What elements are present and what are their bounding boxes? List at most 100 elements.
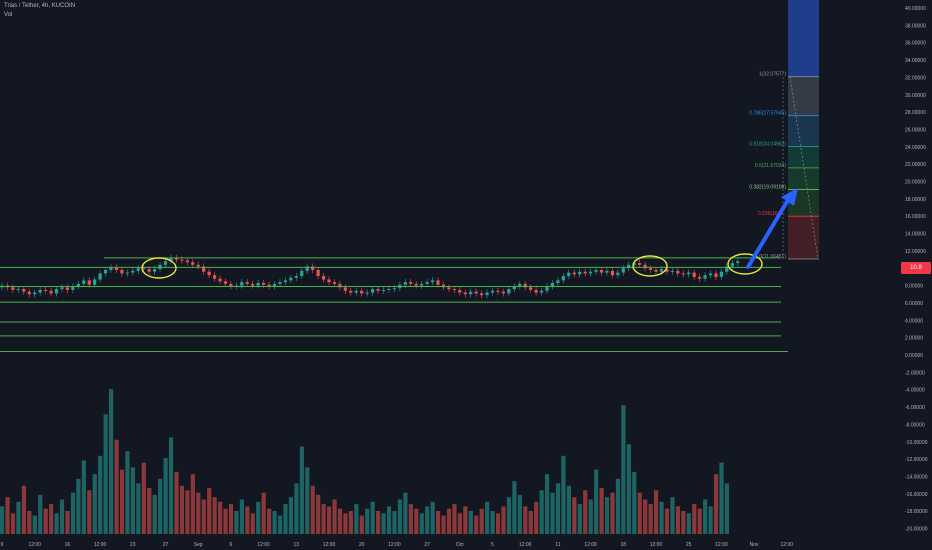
candle: [338, 283, 342, 288]
volume-bar: [550, 492, 555, 534]
candle: [49, 290, 53, 294]
volume-bar: [283, 504, 288, 534]
candle: [22, 289, 26, 292]
candle: [567, 272, 571, 277]
candle: [71, 286, 75, 290]
volume-bar: [397, 499, 403, 534]
candle: [670, 270, 674, 272]
volume-bar: [474, 515, 479, 534]
volume-bar: [16, 501, 21, 534]
x-axis-tick-label: 20: [359, 542, 365, 548]
volume-bar: [332, 499, 337, 534]
candle: [305, 266, 309, 271]
x-axis-tick-label: 6: [230, 542, 233, 548]
volume-bar: [59, 499, 65, 534]
candle: [98, 273, 102, 280]
candle: [142, 268, 146, 270]
volume-bar: [38, 494, 43, 534]
x-axis-tick-label: 16: [65, 542, 71, 548]
volume-bar: [185, 490, 190, 534]
candle: [136, 268, 140, 271]
volume-bar: [272, 511, 277, 534]
candle: [54, 289, 59, 294]
candle: [610, 270, 614, 276]
candle: [283, 280, 287, 283]
volume-bar: [604, 497, 610, 534]
volume-bar: [675, 506, 680, 534]
volume-bar: [21, 485, 26, 534]
x-axis-tick-label: 12:00: [650, 542, 663, 548]
candle: [507, 289, 511, 294]
volume-bar: [130, 467, 135, 534]
candle: [256, 282, 260, 286]
fib-zone: [788, 167, 819, 190]
candle: [349, 290, 353, 293]
x-axis-tick-label: 27: [163, 542, 169, 548]
volume-bar: [359, 515, 364, 534]
candle: [627, 264, 631, 269]
volume-bar: [703, 499, 708, 534]
volume-bar: [566, 485, 571, 534]
volume-bar: [256, 501, 261, 534]
volume-bar: [632, 471, 637, 534]
fib-level-label: 0(11.06451): [759, 254, 786, 260]
volume-bar: [223, 508, 228, 534]
candle: [44, 289, 48, 291]
volume-bar: [370, 501, 375, 534]
volume-bar: [626, 444, 631, 534]
volume-bar: [310, 485, 315, 534]
volume-bar: [610, 492, 615, 534]
volume-bar: [441, 515, 446, 534]
candle: [469, 291, 473, 295]
volume-bar: [267, 508, 272, 534]
fib-level-label: 0.382(19.09106): [749, 184, 786, 190]
y-axis-tick-label: 34.00000: [905, 58, 926, 64]
candle: [180, 259, 184, 261]
volume-bar: [87, 490, 92, 534]
candle: [725, 266, 729, 272]
volume-bar: [10, 513, 16, 534]
volume-bar: [490, 511, 495, 534]
projection-arrow-head: [781, 188, 798, 206]
y-axis-tick-label: -6.00000: [905, 405, 925, 411]
volume-bar: [321, 504, 326, 534]
volume-bar: [637, 492, 642, 534]
volume-bar: [152, 494, 157, 534]
candle: [480, 293, 484, 296]
candle: [556, 280, 560, 283]
volume-bar: [201, 499, 206, 534]
y-axis-tick-label: -4.00000: [905, 388, 925, 394]
candle: [632, 263, 636, 265]
volume-bar: [446, 508, 452, 534]
x-axis-tick-label: 12:00: [715, 542, 728, 548]
volume-bar: [92, 474, 97, 534]
volume-bar: [572, 497, 577, 534]
candle: [371, 289, 375, 293]
candle: [27, 291, 31, 295]
volume-bar: [381, 513, 386, 534]
fib-trend-line: [789, 76, 819, 260]
volume-bar: [228, 504, 234, 534]
y-axis-tick-label: 28.00000: [905, 110, 926, 116]
candle: [425, 282, 429, 284]
candle: [332, 282, 337, 284]
candle: [676, 270, 680, 274]
volume-bar: [163, 458, 168, 534]
volume-bar: [659, 501, 664, 534]
volume-bar: [234, 511, 239, 534]
volume-bar: [561, 455, 566, 534]
candle: [60, 287, 64, 290]
candle: [654, 269, 658, 272]
candle: [605, 270, 609, 273]
fib-zone: [788, 115, 819, 147]
candle: [212, 275, 217, 279]
volume-bar: [430, 501, 435, 534]
volume-bar: [392, 511, 397, 534]
volume-bar: [692, 504, 697, 534]
volume-bar: [452, 504, 457, 534]
y-axis-tick-label: -20.00000: [905, 527, 928, 533]
x-axis-tick-label: 12:00: [94, 542, 107, 548]
y-axis-tick-label: 12.00000: [905, 249, 926, 255]
y-axis-tick-label: 16.00000: [905, 214, 926, 220]
